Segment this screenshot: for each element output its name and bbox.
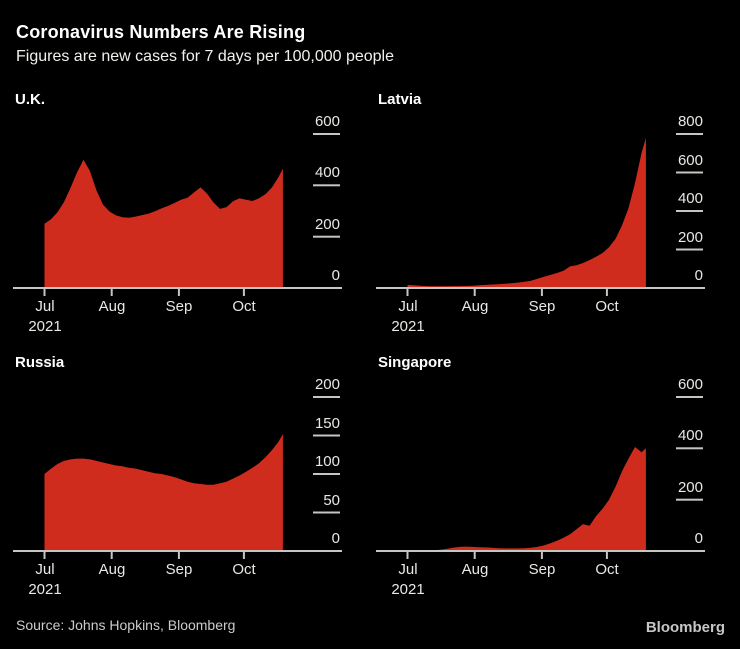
x-tick-mark xyxy=(110,289,113,296)
y-tick-label: 100 xyxy=(314,453,340,470)
y-tick-label: 0 xyxy=(694,530,703,547)
y-tick-mark xyxy=(313,511,340,514)
x-tick-label: Aug xyxy=(98,298,126,315)
y-tick-mark xyxy=(676,447,703,450)
x-tick-mark xyxy=(540,552,543,559)
x-tick-mark xyxy=(177,552,180,559)
x-tick-label: Jul xyxy=(35,298,55,315)
y-tick-label: 0 xyxy=(331,267,340,284)
x-tick-mark xyxy=(43,289,46,296)
y-tick-label: 200 xyxy=(677,479,703,496)
y-tick-mark xyxy=(676,396,703,398)
x-axis-year-label: 2021 xyxy=(391,581,425,598)
y-tick-label: 200 xyxy=(314,376,340,393)
x-tick-label: Jul xyxy=(398,561,418,578)
y-tick-label: 0 xyxy=(331,530,340,547)
x-tick-mark xyxy=(177,289,180,296)
chart-title: Latvia xyxy=(378,91,422,108)
y-tick-label: 400 xyxy=(677,190,703,207)
x-tick-mark xyxy=(406,289,409,296)
x-tick-label: Oct xyxy=(595,298,619,315)
y-tick-label: 150 xyxy=(314,415,340,432)
y-tick-mark xyxy=(313,184,340,187)
chart-title: Russia xyxy=(15,354,65,371)
x-tick-label: Oct xyxy=(595,561,619,578)
y-tick-mark xyxy=(676,248,703,251)
y-tick-mark xyxy=(313,133,340,135)
y-tick-mark xyxy=(676,210,703,212)
x-tick-label: Jul xyxy=(398,298,418,315)
chart-cell-latvia: Latvia 0 200 400 600 800 Jul 2021 Aug Sep Oct xyxy=(363,85,726,347)
x-axis-year-label: 2021 xyxy=(28,318,62,335)
chart-title: U.K. xyxy=(15,91,45,108)
x-tick-mark xyxy=(540,289,543,296)
x-tick-label: Sep xyxy=(528,298,556,315)
x-tick-label: Jul xyxy=(35,561,55,578)
x-tick-label: Aug xyxy=(98,561,126,578)
y-tick-label: 600 xyxy=(314,113,340,130)
chart-title: Singapore xyxy=(378,354,452,371)
x-tick-label: Aug xyxy=(461,561,489,578)
x-axis-line xyxy=(13,287,342,289)
x-tick-mark xyxy=(242,552,245,559)
x-tick-mark xyxy=(406,552,409,559)
x-tick-mark xyxy=(605,289,608,296)
y-tick-label: 400 xyxy=(314,164,340,181)
x-tick-mark xyxy=(605,552,608,559)
y-tick-label: 200 xyxy=(677,229,703,246)
x-tick-label: Oct xyxy=(232,561,256,578)
chart-cell-singapore: Singapore 0 200 400 600 Jul 2021 Aug Sep Oct xyxy=(363,348,726,610)
y-tick-label: 800 xyxy=(677,113,703,130)
x-tick-mark xyxy=(242,289,245,296)
y-tick-mark xyxy=(313,473,340,475)
y-tick-mark xyxy=(676,133,703,135)
x-axis-line xyxy=(376,550,705,552)
y-tick-label: 200 xyxy=(314,216,340,233)
page-title: Coronavirus Numbers Are Rising xyxy=(16,22,306,42)
source-note: Source: Johns Hopkins, Bloomberg xyxy=(16,617,236,633)
x-axis-year-label: 2021 xyxy=(28,581,62,598)
bloomberg-logo: Bloomberg xyxy=(645,619,725,636)
x-axis-year-label: 2021 xyxy=(391,318,425,335)
area-series xyxy=(407,137,646,288)
y-tick-label: 50 xyxy=(323,492,340,509)
x-tick-label: Sep xyxy=(528,561,556,578)
y-tick-label: 0 xyxy=(694,267,703,284)
y-tick-label: 600 xyxy=(677,152,703,169)
y-tick-mark xyxy=(313,396,340,398)
chart-plot xyxy=(376,396,705,559)
x-tick-mark xyxy=(43,552,46,559)
y-tick-mark xyxy=(676,171,703,174)
x-tick-label: Oct xyxy=(232,298,256,315)
x-tick-label: Aug xyxy=(461,298,489,315)
chart-plot xyxy=(13,133,342,296)
area-series xyxy=(44,434,283,551)
y-tick-mark xyxy=(313,235,340,238)
page-subtitle: Figures are new cases for 7 days per 100… xyxy=(16,48,395,65)
chart-cell-russia: Russia 0 50 100 150 200 Jul 2021 Aug Sep Oct xyxy=(0,348,363,610)
x-tick-mark xyxy=(473,289,476,296)
chart-cell-uk: U.K. 0 200 400 600 Jul 2021 Aug Sep Oct xyxy=(0,85,363,347)
x-tick-mark xyxy=(473,552,476,559)
x-axis-line xyxy=(376,287,705,289)
area-series xyxy=(44,159,283,288)
x-tick-label: Sep xyxy=(165,298,193,315)
x-axis-line xyxy=(13,550,342,552)
y-tick-mark xyxy=(676,498,703,501)
x-tick-mark xyxy=(110,552,113,559)
chart-plot xyxy=(13,396,342,559)
y-tick-label: 600 xyxy=(677,376,703,393)
y-tick-label: 400 xyxy=(677,427,703,444)
chart-plot xyxy=(376,133,705,296)
y-tick-mark xyxy=(313,434,340,437)
area-series xyxy=(407,447,646,551)
x-tick-label: Sep xyxy=(165,561,193,578)
